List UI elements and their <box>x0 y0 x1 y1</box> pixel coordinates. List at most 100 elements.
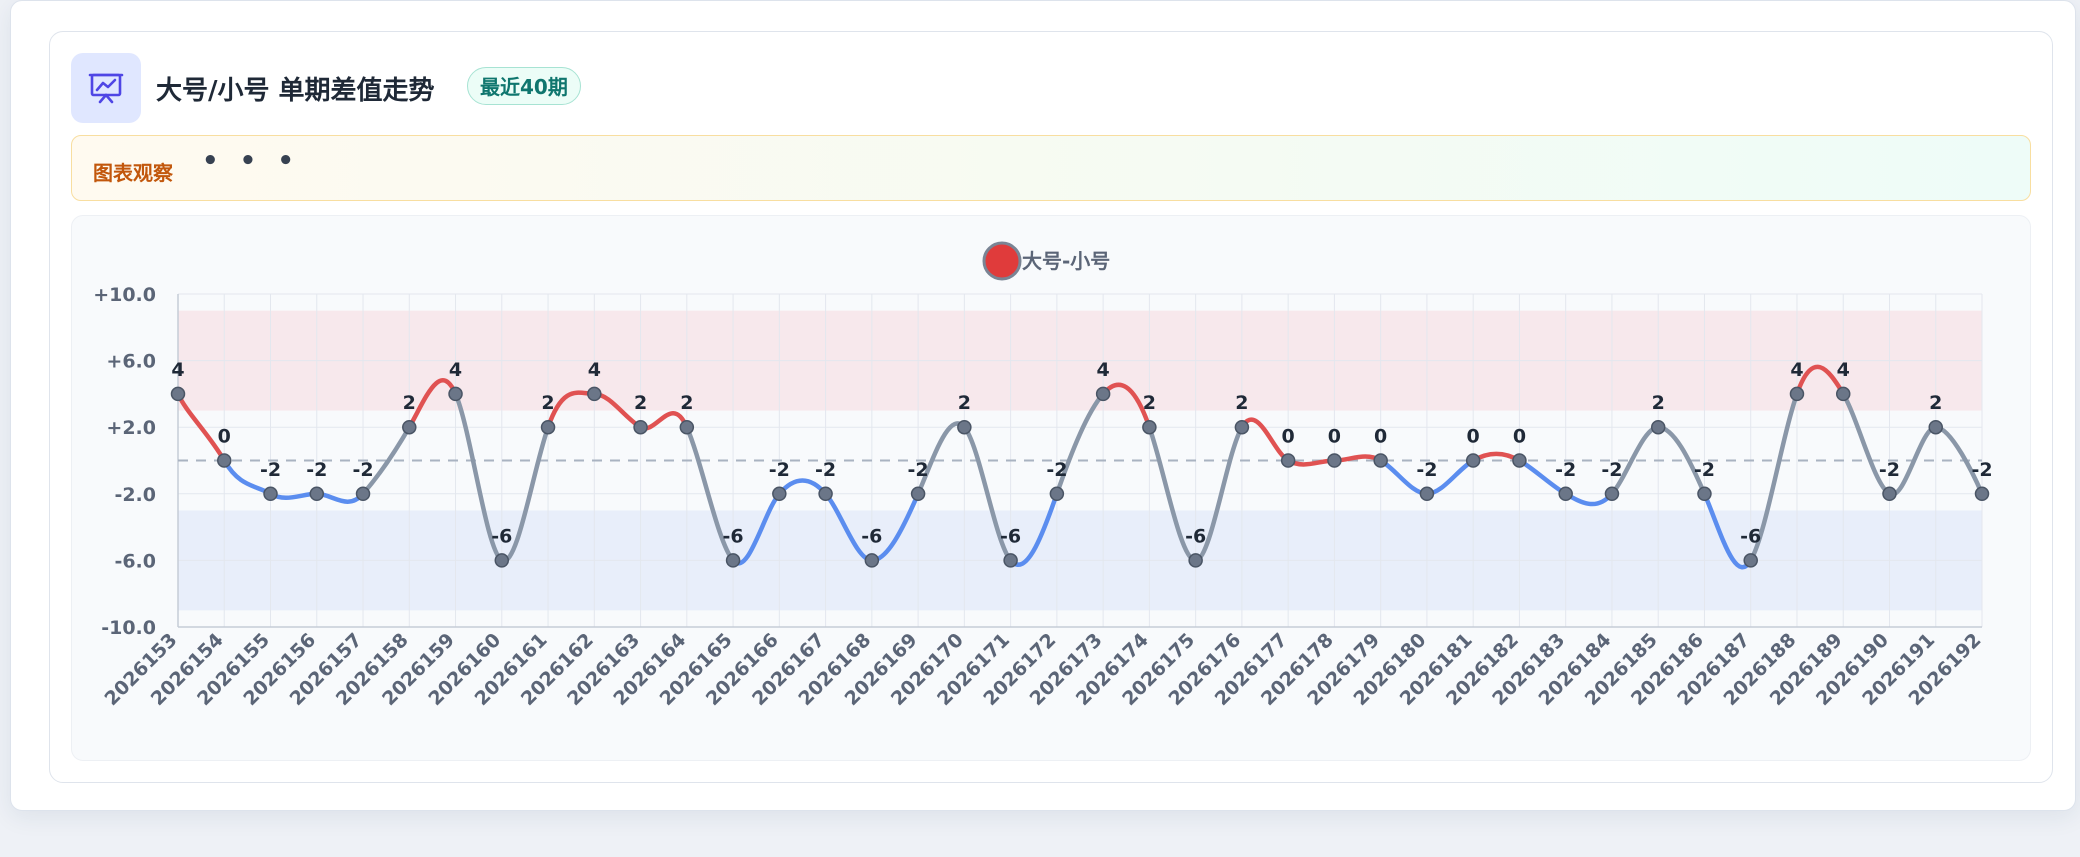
data-label: -2 <box>1601 459 1622 481</box>
data-point <box>1697 486 1712 502</box>
data-point <box>1974 486 1990 502</box>
data-point <box>1882 486 1897 502</box>
data-label: 0 <box>1467 426 1480 448</box>
data-label: -2 <box>769 459 790 481</box>
data-point <box>725 553 741 568</box>
data-point <box>864 553 880 568</box>
data-point <box>1373 453 1388 468</box>
data-point <box>1835 386 1851 402</box>
data-point <box>679 419 695 435</box>
data-point <box>772 486 787 502</box>
data-point <box>1003 553 1018 568</box>
data-label: 2 <box>541 392 554 414</box>
series-segment <box>1054 391 1106 497</box>
data-label: -2 <box>1971 459 1992 481</box>
data-point <box>633 419 648 435</box>
data-label: 2 <box>680 392 693 414</box>
data-point <box>957 419 972 435</box>
data-label: 4 <box>171 359 184 381</box>
data-label: -2 <box>908 459 929 481</box>
data-label: -2 <box>1046 459 1067 481</box>
data-point <box>1280 453 1296 468</box>
data-label: 0 <box>1513 426 1526 448</box>
data-point <box>1188 553 1203 568</box>
data-label: 2 <box>958 392 971 414</box>
data-point <box>1928 419 1943 435</box>
y-tick-label: -6.0 <box>114 550 156 572</box>
data-label: -2 <box>815 459 836 481</box>
data-label: 0 <box>1374 426 1387 448</box>
data-label: -2 <box>306 459 327 481</box>
data-point <box>494 553 510 568</box>
chart-legend: 大号-小号 <box>982 241 1110 281</box>
data-label: -6 <box>723 525 744 547</box>
data-label: -2 <box>1879 459 1900 481</box>
data-point <box>1650 419 1666 435</box>
series-segment <box>1794 364 1846 397</box>
data-label: -6 <box>1185 525 1206 547</box>
more-dots-icon[interactable]: • • • <box>202 146 300 176</box>
page-container: 大号/小号 单期差值走势 最近40期 图表观察 • • • +10.0 +6.0 +… <box>10 0 2076 811</box>
data-point <box>448 386 463 402</box>
series-segment <box>1748 391 1800 563</box>
data-point <box>1789 386 1805 402</box>
chart-presentation-icon <box>71 53 141 123</box>
data-point <box>910 486 926 502</box>
period-badge: 最近40期 <box>467 67 581 105</box>
data-point <box>1419 486 1435 502</box>
data-label: 0 <box>1282 426 1295 448</box>
data-point <box>540 419 556 435</box>
page-title: 大号/小号 单期差值走势 <box>156 76 435 106</box>
data-label: 0 <box>218 426 231 448</box>
data-label: 0 <box>1328 426 1341 448</box>
data-label: -2 <box>352 459 373 481</box>
data-point <box>1234 419 1250 435</box>
data-point <box>1604 486 1620 502</box>
series-segment <box>684 424 736 563</box>
y-tick-label: +2.0 <box>106 417 156 439</box>
data-label: 4 <box>1097 359 1110 381</box>
y-tick-label: -2.0 <box>114 484 156 506</box>
data-label: 2 <box>1143 392 1156 414</box>
data-label: -6 <box>861 525 882 547</box>
data-label: 2 <box>403 392 416 414</box>
data-label: 2 <box>1235 392 1248 414</box>
data-label: 2 <box>1652 392 1665 414</box>
series-segment <box>407 378 458 430</box>
series-segment <box>453 391 505 563</box>
series-segment <box>962 424 1013 563</box>
data-point <box>170 386 186 402</box>
data-point <box>818 486 833 502</box>
data-point <box>1049 486 1065 502</box>
y-tick-label: -10.0 <box>101 617 156 639</box>
data-label: 4 <box>1790 359 1803 381</box>
series-segment <box>1702 491 1753 570</box>
data-label: -6 <box>491 525 512 547</box>
data-label: 4 <box>588 359 601 381</box>
chart-card: 大号/小号 单期差值走势 最近40期 图表观察 • • • +10.0 +6.0 +… <box>49 31 2053 783</box>
data-label: -2 <box>1694 459 1715 481</box>
data-point <box>263 486 278 502</box>
observation-panel[interactable]: 图表观察 • • • <box>71 135 2031 201</box>
y-tick-label: +10.0 <box>93 284 156 306</box>
data-label: -6 <box>1000 525 1021 547</box>
data-label: -2 <box>260 459 281 481</box>
data-point <box>1743 553 1758 568</box>
data-point <box>1465 453 1481 468</box>
data-point <box>1142 419 1157 435</box>
y-tick-label: +6.0 <box>106 351 156 373</box>
legend-label: 大号-小号 <box>1022 249 1110 273</box>
card-header: 大号/小号 单期差值走势 最近40期 <box>71 53 971 123</box>
data-label: -6 <box>1740 525 1761 547</box>
plot-area: +10.0 +6.0 +2.0 -2.0 -6.0 -10.0 2026153 2026154… <box>71 215 2031 761</box>
data-label: 4 <box>1837 359 1850 381</box>
data-point <box>355 486 371 502</box>
data-point <box>1095 386 1111 402</box>
data-point <box>587 386 602 402</box>
data-point <box>1512 453 1527 468</box>
data-label: -2 <box>1555 459 1576 481</box>
data-label: 2 <box>634 392 647 414</box>
data-label: -2 <box>1416 459 1437 481</box>
data-point <box>1558 486 1573 502</box>
data-point <box>402 419 417 435</box>
